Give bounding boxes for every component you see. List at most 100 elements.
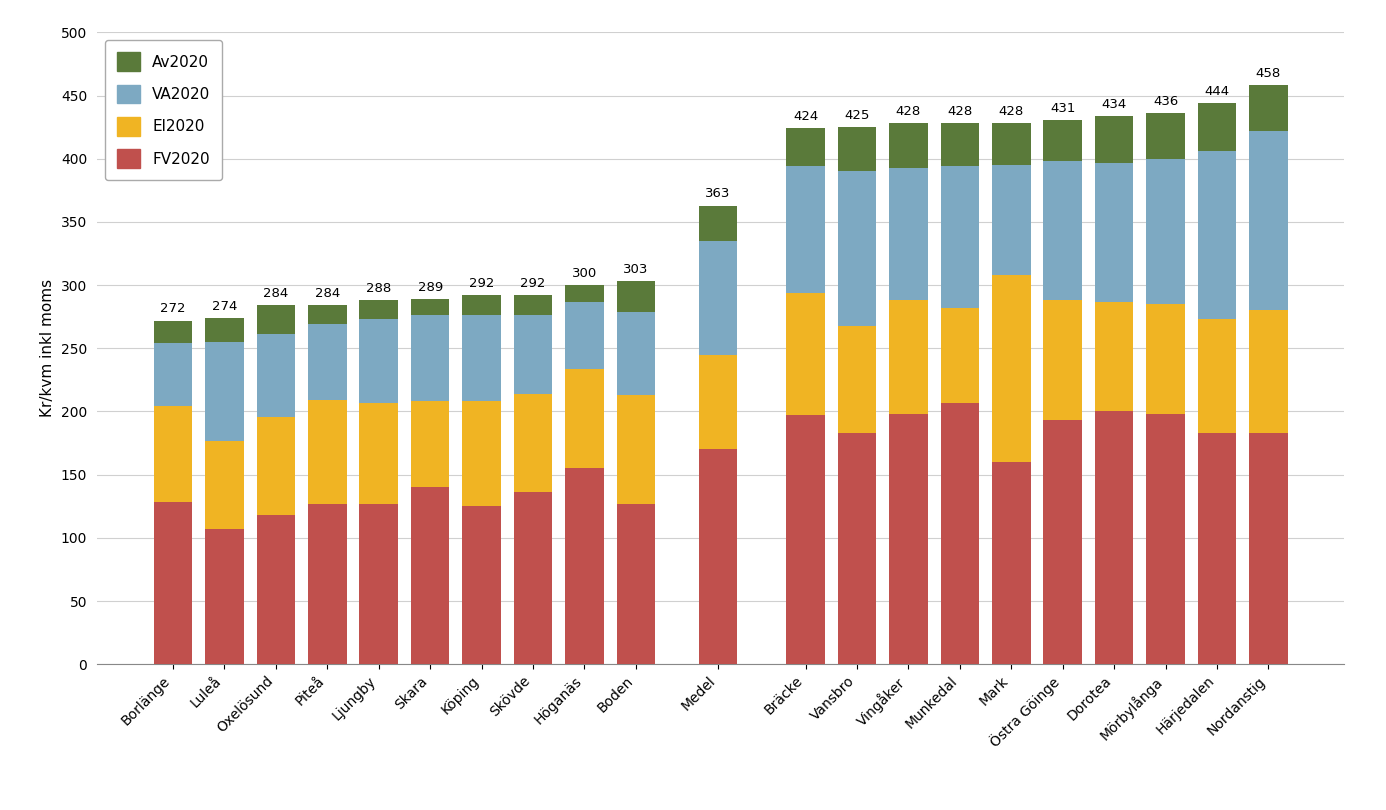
Bar <box>699 355 737 450</box>
Bar <box>565 468 604 664</box>
Bar <box>256 515 295 664</box>
Text: 292: 292 <box>468 277 495 290</box>
Bar <box>786 166 825 292</box>
Bar <box>410 315 449 402</box>
Bar <box>786 129 825 166</box>
Bar <box>617 312 656 395</box>
Bar <box>410 299 449 315</box>
Bar <box>992 123 1031 165</box>
Bar <box>1146 414 1185 664</box>
Text: 444: 444 <box>1204 85 1229 98</box>
Bar <box>941 403 979 664</box>
Bar <box>1198 433 1236 664</box>
Text: 303: 303 <box>624 263 649 276</box>
Bar <box>890 414 927 664</box>
Bar <box>1095 301 1134 411</box>
Text: 274: 274 <box>212 300 237 313</box>
Text: 300: 300 <box>572 267 597 280</box>
Bar <box>514 315 552 394</box>
Y-axis label: Kr/kvm inkl moms: Kr/kvm inkl moms <box>40 279 55 417</box>
Text: 284: 284 <box>263 288 288 301</box>
Bar <box>256 335 295 416</box>
Bar <box>617 504 656 664</box>
Bar <box>565 301 604 369</box>
Bar <box>617 281 656 312</box>
Bar <box>205 318 244 342</box>
Bar <box>890 301 927 414</box>
Text: 428: 428 <box>947 105 973 118</box>
Bar <box>786 416 825 664</box>
Bar <box>1095 116 1134 163</box>
Bar <box>941 123 979 166</box>
Bar <box>154 502 193 664</box>
Bar <box>890 123 927 168</box>
Bar <box>308 400 346 504</box>
Bar <box>837 326 876 433</box>
Bar <box>514 295 552 315</box>
Bar <box>699 450 737 664</box>
Text: 272: 272 <box>161 302 186 315</box>
Bar <box>256 305 295 335</box>
Text: 458: 458 <box>1256 67 1281 80</box>
Text: 428: 428 <box>895 105 922 118</box>
Bar <box>514 492 552 664</box>
Bar <box>992 275 1031 462</box>
Bar <box>154 321 193 343</box>
Bar <box>410 488 449 664</box>
Text: 424: 424 <box>793 110 818 123</box>
Text: 292: 292 <box>520 277 546 290</box>
Text: 434: 434 <box>1102 98 1127 111</box>
Bar <box>1146 304 1185 414</box>
Bar <box>308 305 346 324</box>
Bar <box>514 394 552 492</box>
Bar <box>308 324 346 400</box>
Bar <box>1044 420 1082 664</box>
Bar <box>992 462 1031 664</box>
Text: 425: 425 <box>844 109 869 122</box>
Bar <box>205 529 244 664</box>
Bar <box>786 292 825 416</box>
Text: 284: 284 <box>315 288 340 301</box>
Bar <box>1146 159 1185 304</box>
Text: 288: 288 <box>366 282 391 295</box>
Bar <box>1249 433 1288 664</box>
Bar <box>837 433 876 664</box>
Text: 428: 428 <box>999 105 1024 118</box>
Bar <box>1249 86 1288 131</box>
Bar <box>565 369 604 468</box>
Bar <box>941 308 979 403</box>
Bar <box>308 504 346 664</box>
Bar <box>154 343 193 407</box>
Bar <box>154 407 193 502</box>
Bar <box>463 295 500 315</box>
Bar <box>1095 163 1134 301</box>
Bar <box>699 206 737 241</box>
Bar <box>359 403 398 504</box>
Bar <box>1095 411 1134 664</box>
Bar <box>1198 319 1236 433</box>
Bar <box>837 172 876 326</box>
Bar <box>1198 151 1236 319</box>
Bar <box>410 402 449 488</box>
Bar <box>463 506 500 664</box>
Bar <box>205 342 244 441</box>
Bar <box>1044 120 1082 161</box>
Bar <box>1044 161 1082 301</box>
Bar <box>359 301 398 319</box>
Text: 431: 431 <box>1051 101 1076 114</box>
Bar <box>837 127 876 172</box>
Text: 436: 436 <box>1153 96 1178 109</box>
Legend: Av2020, VA2020, El2020, FV2020: Av2020, VA2020, El2020, FV2020 <box>105 40 223 181</box>
Bar <box>1249 310 1288 433</box>
Bar <box>617 395 656 504</box>
Bar <box>699 241 737 355</box>
Bar <box>941 166 979 308</box>
Bar <box>1044 301 1082 420</box>
Bar <box>463 402 500 506</box>
Text: 289: 289 <box>417 281 442 294</box>
Text: 363: 363 <box>705 187 730 200</box>
Bar <box>1249 131 1288 310</box>
Bar <box>890 168 927 301</box>
Bar <box>359 319 398 403</box>
Bar <box>205 441 244 529</box>
